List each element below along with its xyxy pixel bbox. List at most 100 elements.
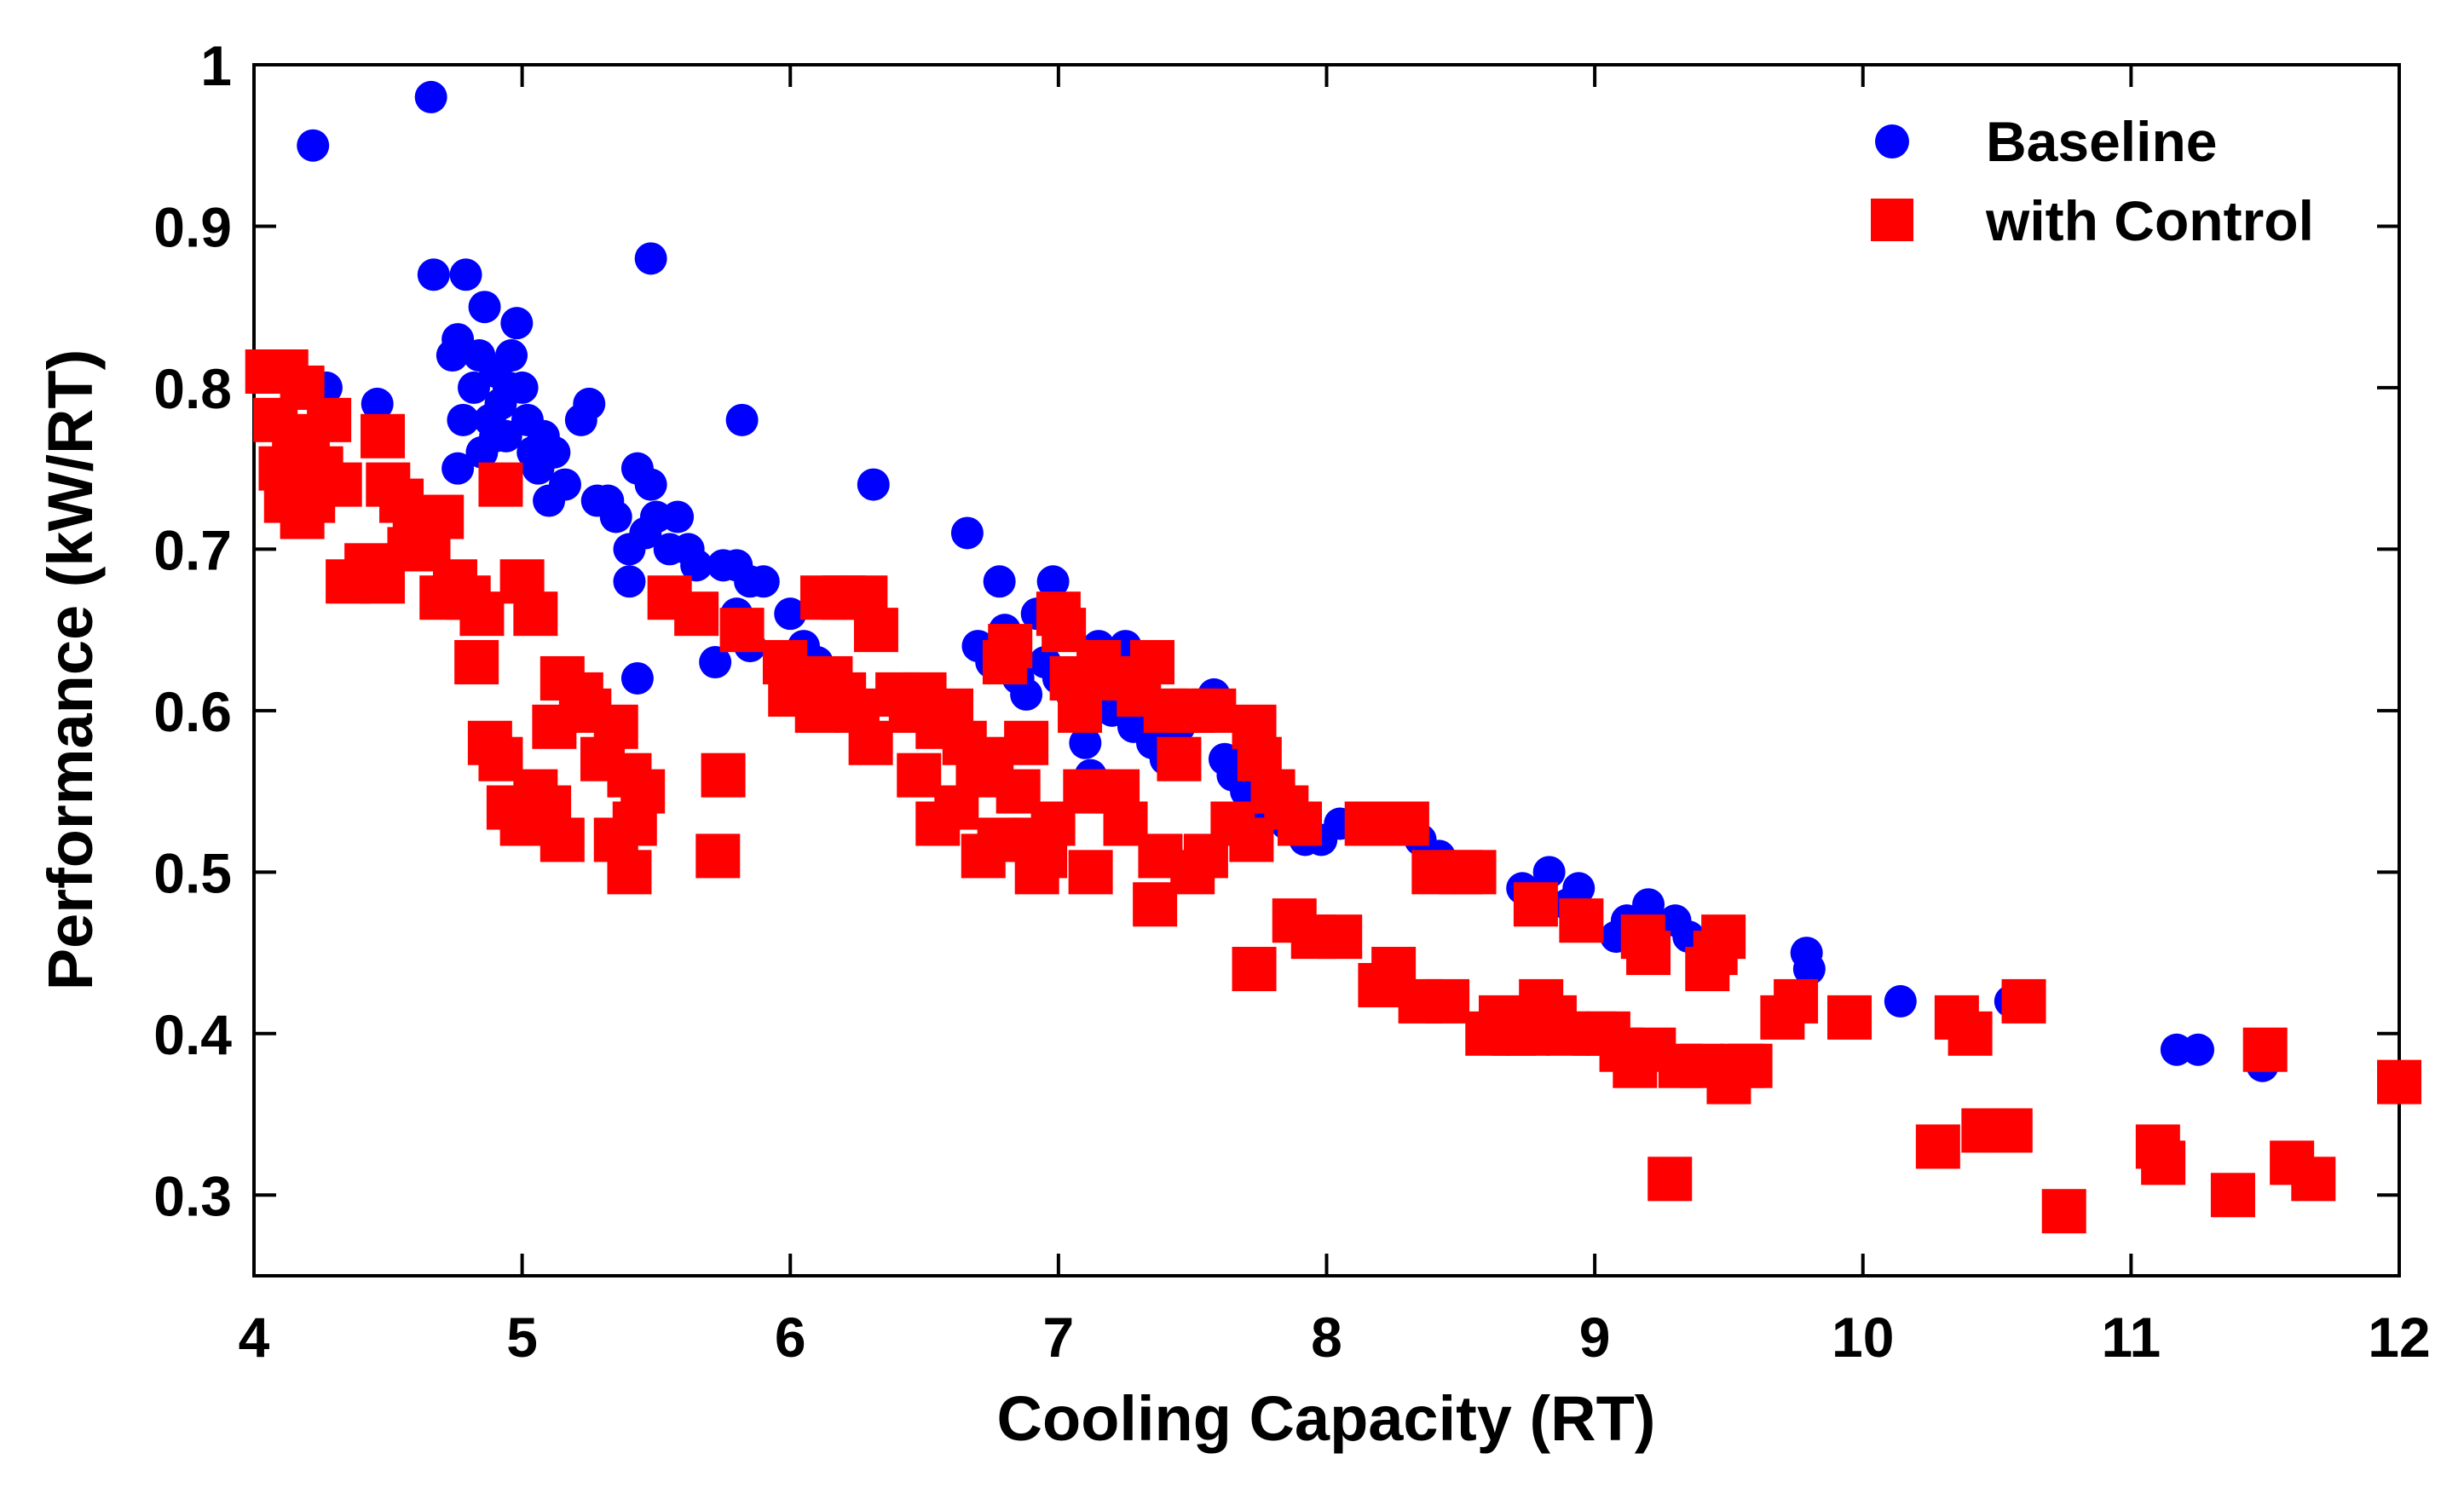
legend-label-baseline: Baseline — [1986, 110, 2217, 173]
x-tick-label: 7 — [1043, 1306, 1075, 1369]
x-tick-label: 6 — [775, 1306, 806, 1369]
y-tick-label: 0.8 — [153, 357, 232, 420]
data-point-baseline — [548, 468, 581, 501]
data-point-with-control — [419, 575, 465, 620]
data-point-baseline — [1632, 888, 1665, 921]
data-point-with-control — [593, 704, 638, 749]
data-point-with-control — [1129, 640, 1174, 685]
data-point-with-control — [988, 624, 1033, 669]
data-point-with-control — [897, 753, 942, 798]
data-point-with-control — [1774, 978, 1819, 1024]
data-point-with-control — [1988, 1108, 2033, 1153]
x-tick-label: 4 — [239, 1306, 270, 1369]
data-point-baseline — [857, 468, 890, 501]
data-point-with-control — [1344, 801, 1389, 846]
legend-marker-baseline — [1875, 124, 1909, 159]
data-point-baseline — [538, 435, 571, 469]
legend: Baseline with Control — [1871, 110, 2314, 252]
data-point-with-control — [2377, 1059, 2421, 1104]
data-point-with-control — [1451, 850, 1497, 895]
data-point-baseline — [774, 597, 807, 631]
data-point-baseline — [1069, 726, 1102, 759]
y-tick-label: 0.3 — [153, 1164, 232, 1227]
data-point-with-control — [361, 413, 406, 459]
data-point-baseline — [725, 403, 759, 436]
x-tick-label: 5 — [506, 1306, 538, 1369]
data-point-with-control — [1133, 882, 1178, 927]
data-point-baseline — [634, 242, 667, 275]
x-tick-label: 9 — [1579, 1306, 1611, 1369]
data-point-baseline — [495, 339, 528, 372]
data-point-baseline — [620, 661, 654, 695]
x-tick-label: 11 — [2101, 1306, 2161, 1369]
legend-marker-control — [1871, 199, 1913, 241]
data-point-with-control — [674, 591, 719, 637]
data-point-baseline — [1532, 856, 1566, 889]
x-tick-label: 10 — [1832, 1306, 1894, 1369]
data-point-with-control — [1701, 914, 1746, 960]
data-point-baseline — [573, 387, 606, 420]
data-point-with-control — [848, 720, 893, 765]
data-point-with-control — [1278, 801, 1323, 846]
data-point-with-control — [1915, 1124, 1960, 1169]
data-point-with-control — [1728, 1043, 1773, 1088]
data-point-baseline — [747, 565, 780, 598]
data-point-with-control — [620, 769, 666, 814]
data-point-with-control — [317, 462, 362, 507]
x-axis-label: Cooling Capacity (RT) — [997, 1383, 1656, 1454]
x-tick-label: 8 — [1311, 1306, 1342, 1369]
data-point-with-control — [2242, 1027, 2288, 1072]
data-point-baseline — [699, 646, 732, 679]
data-point-with-control — [1210, 801, 1255, 846]
data-point-baseline — [1792, 953, 1826, 986]
data-point-baseline — [468, 291, 501, 324]
data-point-with-control — [1948, 1011, 1993, 1056]
y-axis-label: Performance (kW/RT) — [35, 349, 106, 990]
data-point-with-control — [1384, 801, 1429, 846]
data-point-baseline — [297, 129, 330, 162]
data-point-baseline — [449, 258, 482, 291]
data-point-baseline — [1010, 678, 1043, 711]
data-point-baseline — [661, 500, 695, 533]
data-point-with-control — [1647, 1156, 1693, 1202]
data-point-with-control — [2291, 1156, 2336, 1202]
data-point-baseline — [436, 339, 469, 372]
data-point-with-control — [1827, 995, 1873, 1040]
data-point-baseline — [1884, 984, 1917, 1018]
data-point-with-control — [701, 753, 746, 798]
data-point-with-control — [1626, 931, 1671, 976]
data-point-with-control — [1068, 850, 1113, 895]
data-point-with-control — [1513, 882, 1558, 927]
data-point-with-control — [459, 591, 505, 637]
data-point-baseline — [680, 549, 713, 582]
data-point-with-control — [280, 494, 325, 539]
data-point-with-control — [2210, 1173, 2255, 1218]
x-tick-label: 12 — [2368, 1306, 2430, 1369]
data-point-baseline — [441, 452, 475, 485]
data-point-baseline — [1036, 565, 1070, 598]
data-point-with-control — [540, 817, 585, 862]
data-point-with-control — [454, 640, 499, 685]
data-point-with-control — [1232, 947, 1277, 992]
data-point-baseline — [500, 307, 534, 340]
y-tick-label: 0.4 — [153, 1003, 232, 1066]
data-point-baseline — [613, 565, 646, 598]
y-tick-label: 1 — [200, 34, 232, 97]
data-point-with-control — [1559, 898, 1604, 943]
data-point-baseline — [599, 500, 632, 533]
data-point-with-control — [1170, 850, 1215, 895]
y-tick-label: 0.9 — [153, 195, 232, 258]
data-point-with-control — [307, 397, 352, 442]
data-point-baseline — [447, 403, 480, 436]
y-tick-label: 0.6 — [153, 680, 232, 743]
data-point-with-control — [1004, 720, 1049, 765]
y-tick-labels: 0.3 0.4 0.5 0.6 0.7 0.8 0.9 1 — [153, 34, 232, 1227]
x-tick-labels: 4 5 6 7 8 9 10 11 12 — [239, 1306, 2431, 1369]
data-point-baseline — [634, 468, 667, 501]
data-point-with-control — [2041, 1189, 2086, 1234]
data-point-baseline — [479, 419, 512, 453]
data-point-with-control — [2001, 978, 2046, 1024]
data-point-baseline — [983, 565, 1016, 598]
data-point-with-control — [607, 850, 652, 895]
